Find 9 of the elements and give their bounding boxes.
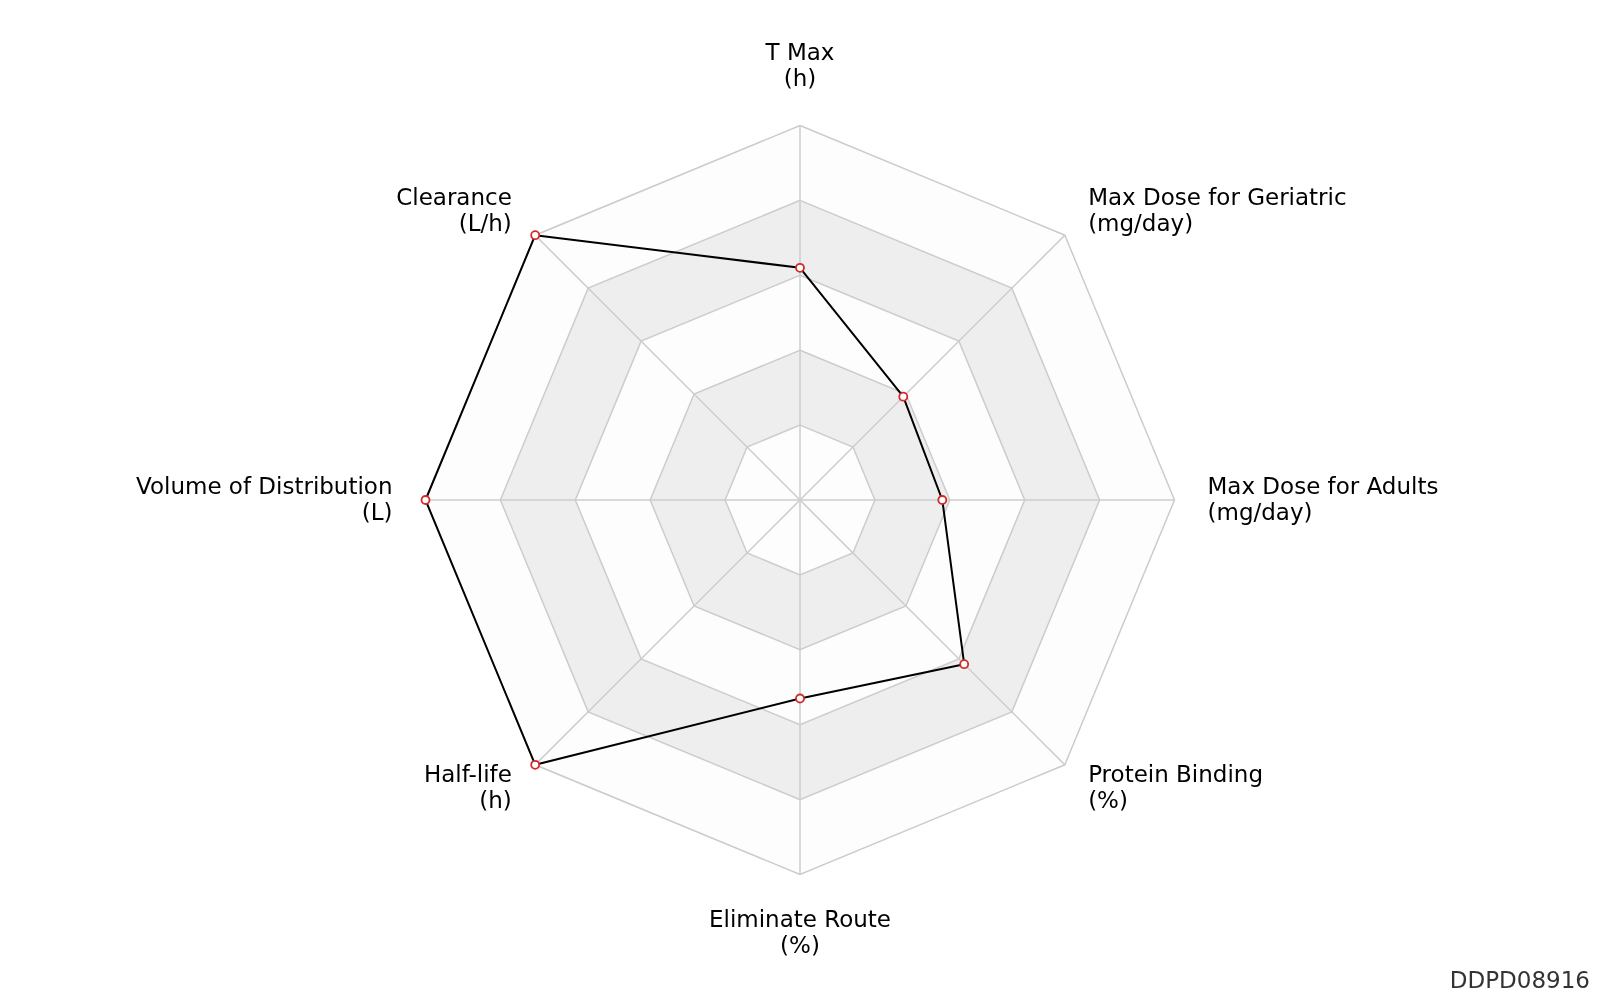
spoke-label: Half-life (h) [423, 760, 512, 813]
spoke-label: Max Dose for Geriatric (mg/day) [1088, 184, 1347, 237]
spoke-label: Clearance (L/h) [396, 184, 512, 237]
spoke-label: Max Dose for Adults (mg/day) [1207, 472, 1439, 525]
spoke-label: T Max (h) [764, 39, 835, 91]
spoke-label: Protein Binding (%) [1088, 760, 1264, 813]
spoke-label: Eliminate Route (%) [708, 906, 892, 958]
text: DDPD08916 [1449, 967, 1590, 993]
spoke-label: Volume of Distribution (L) [135, 472, 393, 525]
